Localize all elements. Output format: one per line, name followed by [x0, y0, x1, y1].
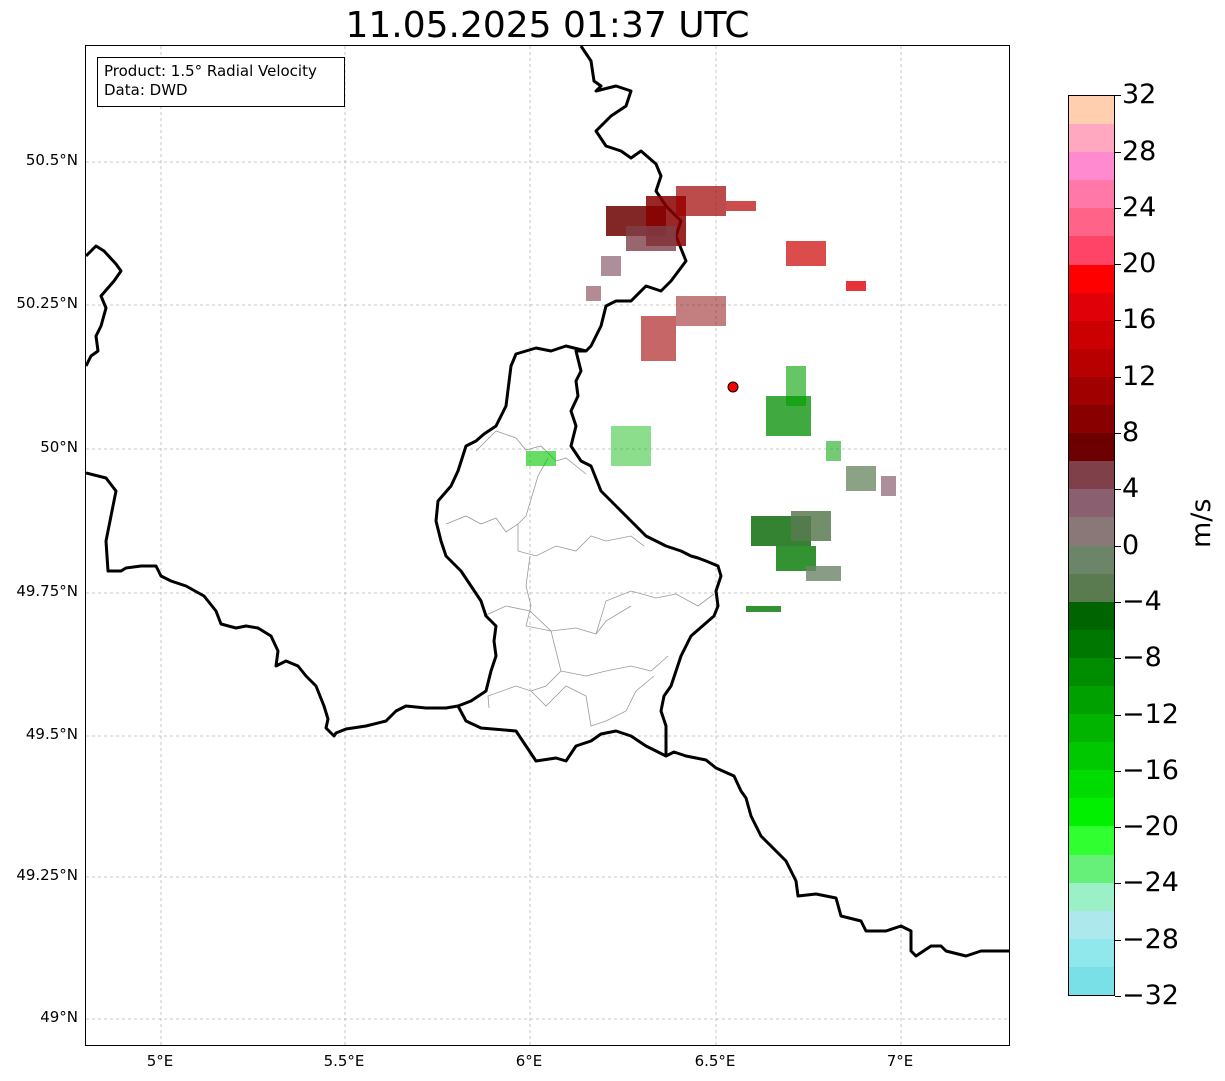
- colorbar-tick-mark: [1115, 433, 1121, 434]
- colorbar-tick-mark: [1115, 95, 1121, 96]
- colorbar-segment: [1069, 517, 1114, 546]
- colorbar-segment: [1069, 348, 1114, 377]
- colorbar-tick-label: −8: [1122, 642, 1162, 673]
- colorbar-segment: [1069, 770, 1114, 799]
- colorbar-tick-mark: [1115, 658, 1121, 659]
- colorbar-segment: [1069, 629, 1114, 658]
- country-borders: [86, 46, 1009, 958]
- colorbar-tick-mark: [1115, 883, 1121, 884]
- colorbar-tick-mark: [1115, 489, 1121, 490]
- colorbar-tick-mark: [1115, 996, 1121, 997]
- colorbar-tick-label: −12: [1122, 699, 1179, 730]
- colorbar-segment: [1069, 657, 1114, 686]
- colorbar-tick-mark: [1115, 771, 1121, 772]
- lat-tick-label: 49.75°N: [16, 582, 78, 600]
- colorbar-segment: [1069, 966, 1114, 995]
- colorbar-segment: [1069, 938, 1114, 967]
- colorbar-segment: [1069, 376, 1114, 406]
- product-info-box: Product: 1.5° Radial Velocity Data: DWD: [97, 57, 345, 107]
- map-title: 11.05.2025 01:37 UTC: [345, 5, 750, 46]
- colorbar-unit-label: m/s: [1186, 498, 1217, 548]
- lon-tick-label: 5°E: [146, 1052, 174, 1070]
- colorbar-segment: [1069, 264, 1114, 293]
- colorbar-segment: [1069, 601, 1114, 630]
- colorbar-segment: [1069, 798, 1114, 827]
- colorbar-segment: [1069, 180, 1114, 209]
- colorbar-tick-mark: [1115, 827, 1121, 828]
- colorbar-tick-label: −16: [1122, 755, 1179, 786]
- colorbar-tick-mark: [1115, 940, 1121, 941]
- lat-tick-label: 50°N: [40, 438, 78, 456]
- colorbar-tick-label: −20: [1122, 811, 1179, 842]
- colorbar-tick-label: −4: [1122, 586, 1162, 617]
- map-canvas: [86, 46, 1009, 1045]
- colorbar-tick-mark: [1115, 715, 1121, 716]
- lat-tick-label: 49°N: [40, 1008, 78, 1026]
- colorbar-tick-label: 28: [1122, 136, 1157, 167]
- lat-tick-label: 50.5°N: [25, 151, 78, 169]
- colorbar-tick-label: −24: [1122, 867, 1179, 898]
- colorbar-tick-label: 0: [1122, 530, 1140, 561]
- radar-echoes-inbound: [586, 186, 866, 361]
- lon-tick-label: 7°E: [886, 1052, 914, 1070]
- colorbar-segment: [1069, 405, 1114, 434]
- colorbar-segment: [1069, 152, 1114, 181]
- colorbar-segment: [1069, 685, 1114, 715]
- colorbar-segment: [1069, 208, 1114, 237]
- colorbar-segment: [1069, 854, 1114, 883]
- colorbar-segment: [1069, 292, 1114, 321]
- colorbar-segment: [1069, 489, 1114, 518]
- colorbar-segment: [1069, 714, 1114, 743]
- colorbar-tick-label: 20: [1122, 248, 1157, 279]
- colorbar-tick-mark: [1115, 208, 1121, 209]
- colorbar-segment: [1069, 433, 1114, 462]
- data-source-label: Data: DWD: [104, 81, 188, 99]
- colorbar-segment: [1069, 545, 1114, 574]
- radar-site-marker[interactable]: [727, 381, 739, 393]
- colorbar-tick-label: 24: [1122, 192, 1157, 223]
- colorbar-segment: [1069, 124, 1114, 153]
- lat-tick-label: 49.5°N: [25, 725, 78, 743]
- colorbar-tick-mark: [1115, 320, 1121, 321]
- colorbar-tick-mark: [1115, 602, 1121, 603]
- colorbar-tick-mark: [1115, 377, 1121, 378]
- lat-tick-label: 49.25°N: [16, 866, 78, 884]
- colorbar-tick-label: 4: [1122, 473, 1140, 504]
- colorbar-segment: [1069, 461, 1114, 490]
- colorbar-segment: [1069, 96, 1114, 125]
- colorbar-segment: [1069, 573, 1114, 602]
- colorbar-segment: [1069, 882, 1114, 911]
- radar-map[interactable]: [85, 45, 1010, 1046]
- colorbar-segment: [1069, 742, 1114, 771]
- graticule: [86, 46, 1009, 1045]
- colorbar-tick-mark: [1115, 152, 1121, 153]
- colorbar-segment: [1069, 320, 1114, 349]
- lon-tick-label: 5.5°E: [323, 1052, 365, 1070]
- colorbar-tick-mark: [1115, 546, 1121, 547]
- radar-echoes-outbound: [526, 366, 896, 612]
- velocity-colorbar: [1068, 95, 1115, 996]
- colorbar-tick-label: −28: [1122, 924, 1179, 955]
- colorbar-segment: [1069, 826, 1114, 855]
- product-label: Product: 1.5° Radial Velocity: [104, 62, 317, 80]
- colorbar-segment: [1069, 236, 1114, 265]
- colorbar-tick-label: 16: [1122, 304, 1157, 335]
- colorbar-tick-label: −32: [1122, 980, 1179, 1011]
- colorbar-tick-label: 8: [1122, 417, 1140, 448]
- district-boundaries: [445, 430, 715, 727]
- colorbar-tick-label: 12: [1122, 361, 1157, 392]
- colorbar-tick-mark: [1115, 264, 1121, 265]
- lat-tick-label: 50.25°N: [16, 294, 78, 312]
- colorbar-tick-label: 32: [1122, 79, 1157, 110]
- lon-tick-label: 6°E: [515, 1052, 543, 1070]
- colorbar-segment: [1069, 910, 1114, 939]
- lon-tick-label: 6.5°E: [694, 1052, 736, 1070]
